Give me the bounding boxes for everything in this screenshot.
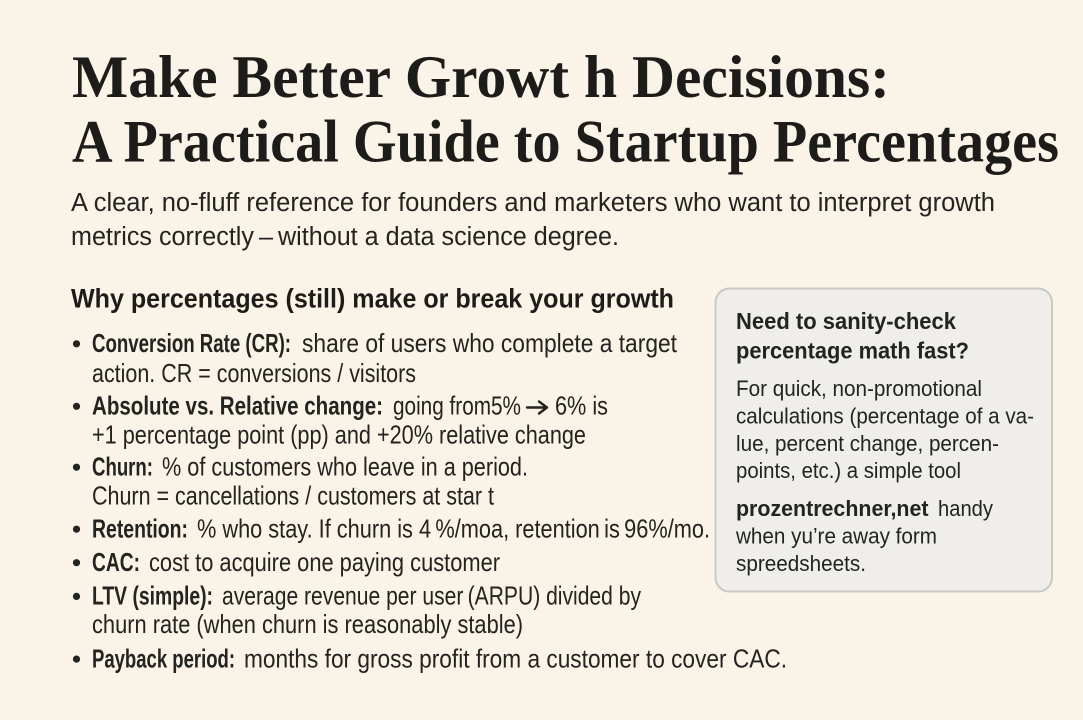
svg-text:handy: handy <box>938 496 993 521</box>
svg-text:points, etc.) a simple tool: points, etc.) a simple tool <box>736 458 961 483</box>
svg-text:Make Better Growt h Decisions:: Make Better Growt h Decisions: <box>72 44 890 110</box>
svg-text:metrics correctly – without a: metrics correctly – without a data scien… <box>71 223 619 251</box>
svg-text:going from5%: going from5% <box>393 391 521 421</box>
svg-text:Need to sanity-check: Need to sanity-check <box>736 308 956 334</box>
svg-text:Retention:: Retention: <box>92 513 188 543</box>
svg-text:churn rate (when churn is reas: churn rate (when churn is reasonably sta… <box>92 609 523 639</box>
svg-text:Why percentages (still) make o: Why percentages (still) make or break yo… <box>71 284 674 314</box>
svg-text:A clear, no-fluff reference fo: A clear, no-fluff reference for founders… <box>71 189 995 217</box>
svg-text:A Practical Guide to Startup P: A Practical Guide to Startup Percentages <box>72 109 1059 175</box>
svg-text:Churn = cancellations / custom: Churn = cancellations / customers at sta… <box>92 481 495 511</box>
svg-text:calculations (percentage of a: calculations (percentage of a va- <box>736 403 1034 428</box>
svg-text:months for gross profit from a: months for gross profit from a customer … <box>244 643 787 673</box>
svg-text:Conversion Rate (CR):: Conversion Rate (CR): <box>92 328 291 358</box>
svg-text:percentage math fast?: percentage math fast? <box>736 338 969 364</box>
svg-text:share of users who complete a: share of users who complete a target <box>302 328 678 358</box>
svg-text:when yu’re away form: when yu’re away form <box>735 524 937 549</box>
svg-text:Absolute vs. Relative change:: Absolute vs. Relative change: <box>92 391 383 421</box>
svg-text:prozentrechner,net: prozentrechner,net <box>736 496 929 521</box>
svg-text:Churn:: Churn: <box>92 451 153 481</box>
svg-text:action. CR = conversions / vis: action. CR = conversions / visitors <box>92 358 416 388</box>
svg-text:6% is: 6% is <box>555 391 608 421</box>
svg-text:lue, percent change, percen-: lue, percent change, percen- <box>736 431 999 456</box>
svg-text:+1 percentage point (pp) and +: +1 percentage point (pp) and +20% relati… <box>92 419 586 449</box>
svg-text:average revenue per user (ARPU: average revenue per user (ARPU) divided … <box>222 581 641 611</box>
svg-text:% who stay. If churn is 4 %/mo: % who stay. If churn is 4 %/moa, retenti… <box>197 513 710 543</box>
svg-text:CAC:: CAC: <box>92 547 140 577</box>
svg-text:Payback period:: Payback period: <box>92 643 235 673</box>
svg-text:cost to acquire one paying cus: cost to acquire one paying customer <box>149 547 500 577</box>
svg-text:For quick, non-promotional: For quick, non-promotional <box>736 376 982 401</box>
svg-text:spreedsheets.: spreedsheets. <box>736 551 866 576</box>
svg-text:% of customers who leave in a: % of customers who leave in a period. <box>162 451 528 481</box>
svg-text:LTV (simple):: LTV (simple): <box>92 581 213 611</box>
